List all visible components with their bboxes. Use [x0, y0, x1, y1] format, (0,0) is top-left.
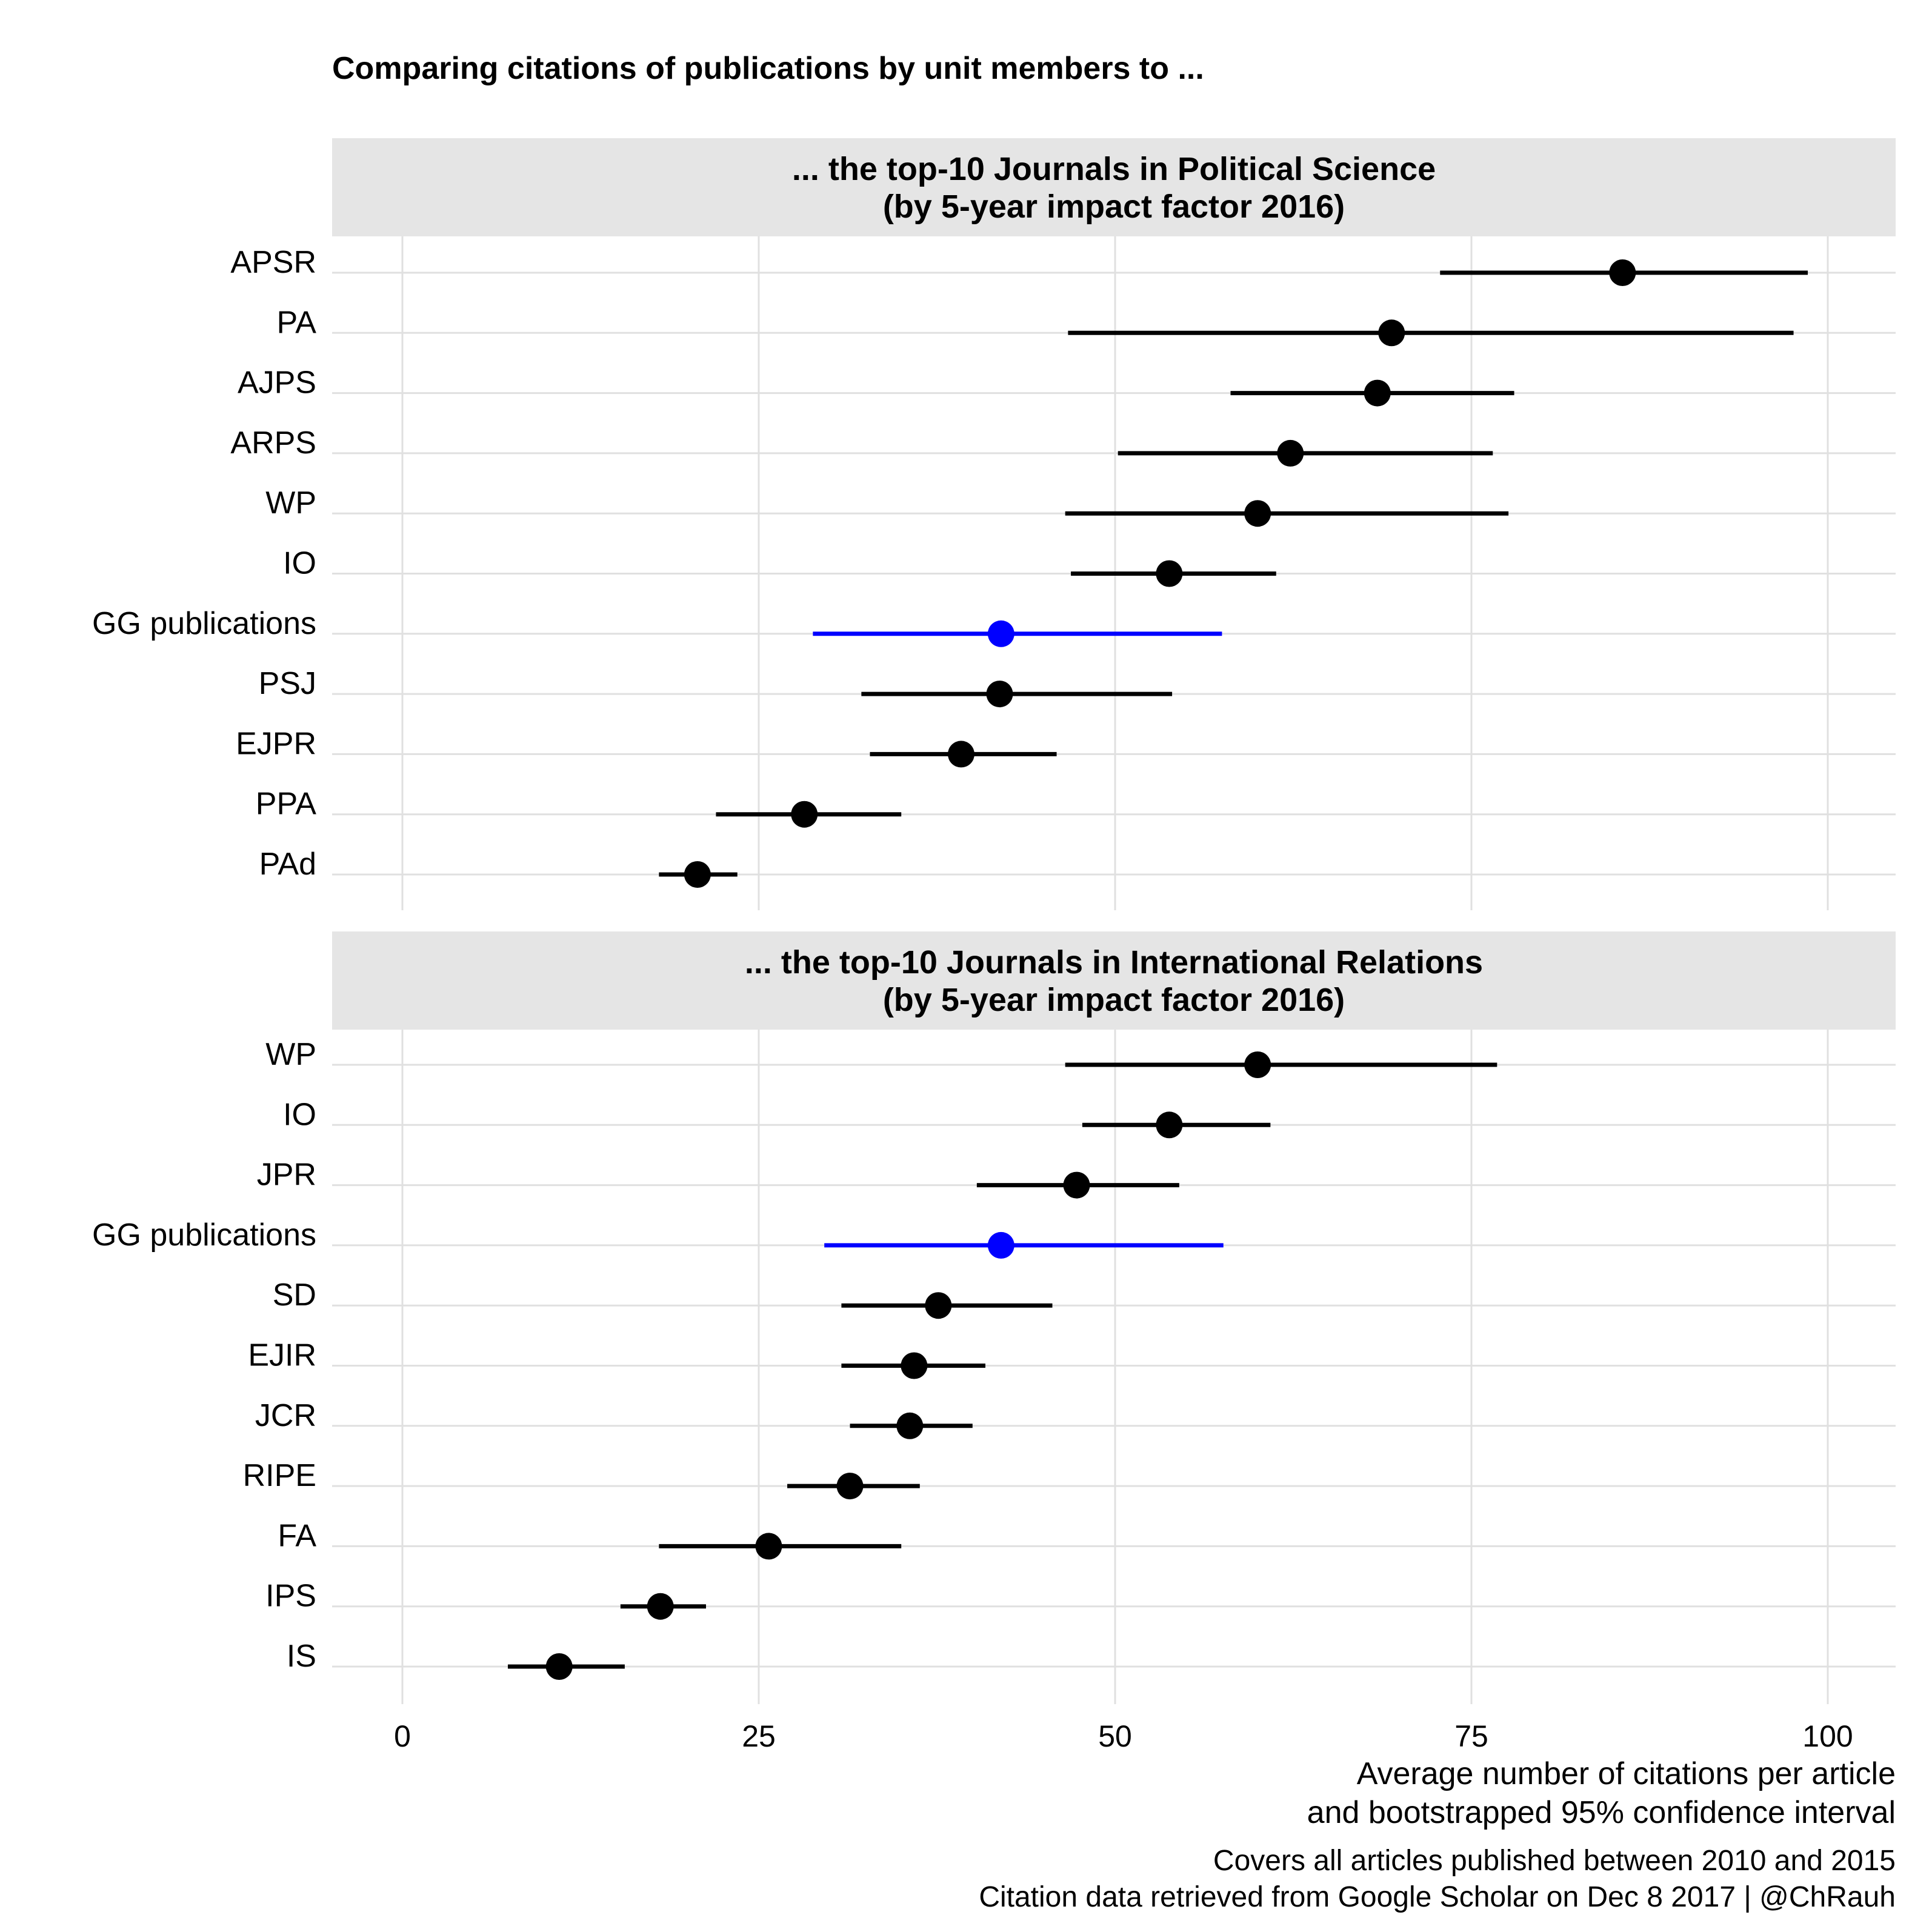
panel-2-ejir-label: EJIR [248, 1338, 316, 1373]
panel-2-jpr-point [1063, 1171, 1090, 1199]
panel-1-wp-label: WP [265, 485, 316, 521]
caption-line-2: Citation data retrieved from Google Scho… [979, 1881, 1896, 1913]
panel-1-strip-text-2: (by 5-year impact factor 2016) [883, 188, 1345, 225]
panel-2-fa-label: FA [278, 1518, 316, 1553]
x-tick-75: 75 [1454, 1719, 1488, 1753]
panel-2-ripe-label: RIPE [243, 1458, 316, 1493]
panel-2-jpr-label: JPR [257, 1158, 316, 1193]
panel-2-wp-point [1244, 1051, 1271, 1078]
x-axis-label-line-1: Average number of citations per article [1357, 1756, 1896, 1791]
panel-1-ajps-point [1364, 379, 1391, 407]
x-tick-0: 0 [394, 1719, 411, 1753]
panel-1-pa-label: PA [276, 305, 316, 340]
panel-2-ips-point [647, 1593, 674, 1620]
panel-2-strip [332, 931, 1896, 1030]
panel-1: ... the top-10 Journals in Political Sci… [92, 138, 1896, 910]
panel-2-wp-label: WP [265, 1037, 316, 1072]
panel-1-ejpr-label: EJPR [236, 726, 316, 761]
panel-2-sd-label: SD [273, 1277, 316, 1313]
panel-1-wp-point [1244, 500, 1271, 527]
panel-2-gg-publications-label: GG publications [92, 1217, 316, 1253]
panel-1-io-label: IO [283, 546, 316, 581]
panel-2-ips-label: IPS [265, 1579, 316, 1614]
panel-1-arps-label: ARPS [230, 425, 316, 461]
panel-2-ripe-point [836, 1473, 864, 1500]
panel-1-strip-text-1: ... the top-10 Journals in Political Sci… [792, 151, 1436, 187]
chart-panels: ... the top-10 Journals in Political Sci… [92, 138, 1896, 1704]
panel-1-ejpr-point [947, 741, 974, 768]
panel-1-arps-point [1277, 439, 1304, 467]
panel-2-strip-text-2: (by 5-year impact factor 2016) [883, 982, 1345, 1018]
panel-2-is-label: IS [287, 1639, 316, 1674]
x-axis: 0 25 50 75 100 [394, 1719, 1853, 1753]
panel-2-jcr-point [896, 1412, 924, 1439]
x-tick-25: 25 [742, 1719, 776, 1753]
panel-1-apsr-point [1609, 259, 1636, 286]
panel-2-sd-point [925, 1292, 952, 1319]
panel-1-psj-point [986, 681, 1013, 708]
panel-2-ejir-point [901, 1352, 928, 1379]
panel-2-io-point [1156, 1111, 1183, 1139]
panel-2-strip-text-1: ... the top-10 Journals in International… [745, 944, 1483, 981]
panel-1-pad-point [684, 861, 711, 888]
panel-2-fa-point [755, 1533, 782, 1560]
panel-1-apsr-label: APSR [230, 245, 316, 280]
panel-1-gg-publications-point [987, 620, 1014, 647]
x-axis-label-line-2: and bootstrapped 95% confidence interval [1307, 1795, 1896, 1830]
panel-2-io-label: IO [283, 1097, 316, 1132]
panel-1-pad-label: PAd [259, 847, 316, 882]
panel-1-psj-label: PSJ [259, 666, 316, 701]
x-tick-100: 100 [1802, 1719, 1853, 1753]
x-tick-50: 50 [1098, 1719, 1132, 1753]
panel-2-is-point [545, 1653, 573, 1680]
panel-2: ... the top-10 Journals in International… [92, 931, 1896, 1704]
panel-1-pa-point [1378, 319, 1405, 347]
panel-1-ajps-label: AJPS [238, 365, 316, 401]
panel-1-io-point [1156, 560, 1183, 587]
caption-line-1: Covers all articles published between 20… [1213, 1845, 1896, 1877]
panel-1-gg-publications-label: GG publications [92, 606, 316, 641]
panel-1-ppa-label: PPA [256, 787, 317, 822]
panel-1-ppa-point [791, 801, 818, 828]
panel-1-strip [332, 138, 1896, 236]
panel-2-gg-publications-point [987, 1231, 1014, 1259]
panel-2-jcr-label: JCR [255, 1398, 316, 1433]
chart-title: Comparing citations of publications by u… [332, 51, 1204, 86]
